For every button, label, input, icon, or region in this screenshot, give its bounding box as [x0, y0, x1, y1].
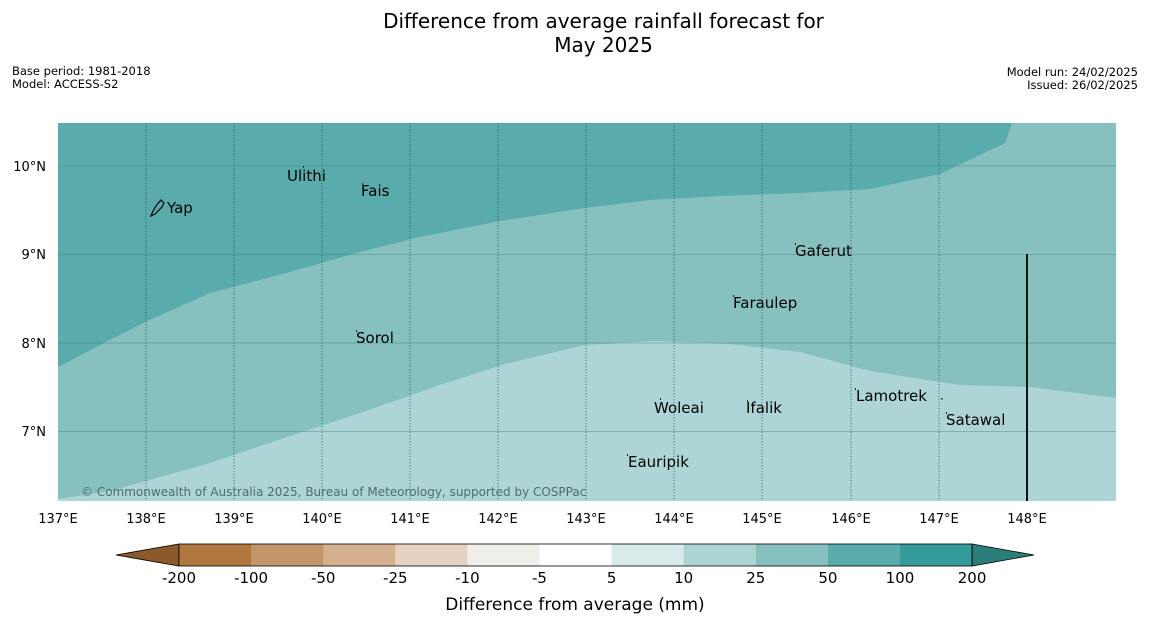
colorbar-tick-label: 100 — [886, 569, 915, 587]
base-period: Base period: 1981-2018 — [12, 64, 151, 78]
lat-label: 8°N — [22, 337, 47, 352]
place-label-lamotrek: Lamotrek — [856, 387, 927, 405]
colorbar-swatch — [611, 544, 685, 566]
colorbar-tick-label: 5 — [607, 569, 617, 587]
place-labels: Ulithi Fais Yap Gaferut Faraulep Sorol L… — [166, 167, 1005, 471]
model-run: Model run: 24/02/2025 — [1006, 65, 1138, 79]
lon-label: 140°E — [302, 512, 342, 527]
colorbar-tick-label: 200 — [958, 569, 987, 587]
lon-label: 141°E — [390, 512, 430, 527]
region-25-50 — [58, 341, 1116, 501]
colorbar-ticks: -200 -100 -50 -25 -10 -5 5 10 25 50 100 200 — [162, 569, 986, 587]
yap-island-icon — [149, 199, 165, 218]
colorbar-swatch — [179, 544, 252, 566]
colorbar-tick-label: 10 — [674, 569, 693, 587]
model-name: Model: ACCESS-S2 — [12, 77, 119, 91]
colorbar-swatch — [467, 544, 540, 566]
colorbar-tick-label: -10 — [455, 569, 480, 587]
place-label-woleai: Woleai — [654, 399, 704, 417]
place-label-faraulep: Faraulep — [733, 294, 797, 312]
colorbar-tick-label: -200 — [162, 569, 196, 587]
lon-label: 146°E — [831, 512, 871, 527]
colorbar-extend-low — [115, 543, 180, 567]
place-label-satawal: Satawal — [946, 411, 1005, 429]
colorbar-swatch — [755, 544, 829, 566]
map-panel: Ulithi Fais Yap Gaferut Faraulep Sorol L… — [58, 123, 1116, 501]
colorbar-swatch — [683, 544, 757, 566]
lon-label: 137°E — [38, 512, 78, 527]
colorbar-outline — [178, 543, 973, 567]
map-title: Difference from average rainfall forecas… — [0, 9, 1150, 57]
lat-label: 10°N — [13, 160, 46, 175]
colorbar-tick-label: -100 — [234, 569, 268, 587]
lon-label: 144°E — [654, 512, 694, 527]
lon-axis-labels: 137°E 138°E 139°E 140°E 141°E 142°E 143°… — [38, 512, 1047, 527]
run-info: Model run: 24/02/2025 Issued: 26/02/2025 — [1007, 66, 1138, 92]
colorbar-tick-label: -25 — [383, 569, 408, 587]
model-info: Base period: 1981-2018 Model: ACCESS-S2 — [12, 65, 151, 91]
colorbar-label: Difference from average (mm) — [445, 595, 704, 615]
lon-label: 142°E — [478, 512, 518, 527]
place-label-fais: Fais — [361, 182, 390, 200]
lon-label: 139°E — [214, 512, 254, 527]
lat-label: 9°N — [22, 248, 47, 263]
lon-gridlines — [145, 123, 940, 501]
colorbar: -200 -100 -50 -25 -10 -5 5 10 25 50 100 200 Differe… — [115, 543, 1035, 615]
colorbar-swatch — [395, 544, 468, 566]
title-line-2: May 2025 — [554, 33, 653, 57]
lon-label: 145°E — [742, 512, 782, 527]
place-label-sorol: Sorol — [356, 329, 394, 347]
issued-date: Issued: 26/02/2025 — [1027, 78, 1138, 92]
place-label-eauripik: Eauripik — [628, 453, 689, 471]
lon-label: 147°E — [919, 512, 959, 527]
colorbar-tick-label: -5 — [532, 569, 547, 587]
copyright-note: © Commonwealth of Australia 2025, Bureau… — [81, 485, 586, 499]
title-line-1: Difference from average rainfall forecas… — [383, 9, 824, 33]
colorbar-tick-label: 50 — [818, 569, 837, 587]
colorbar-tick-label: 25 — [746, 569, 765, 587]
lon-label: 138°E — [126, 512, 166, 527]
colorbar-tick-label: -50 — [311, 569, 336, 587]
lat-label: 7°N — [22, 425, 47, 440]
colorbar-swatch — [251, 544, 324, 566]
place-label-gaferut: Gaferut — [795, 242, 852, 260]
colorbar-swatch — [900, 544, 973, 566]
colorbar-swatch — [323, 544, 396, 566]
lat-axis-labels: 10°N 9°N 8°N 7°N — [13, 160, 46, 440]
lon-label: 143°E — [566, 512, 606, 527]
lon-label: 148°E — [1007, 512, 1047, 527]
colorbar-swatch — [827, 544, 901, 566]
atoll-markers — [303, 166, 947, 456]
place-label-yap: Yap — [166, 199, 193, 217]
place-label-ulithi: Ulithi — [287, 167, 326, 185]
colorbar-extend-high — [971, 543, 1035, 567]
colorbar-swatches — [115, 543, 1035, 567]
place-label-ifalik: Ifalik — [746, 399, 782, 417]
colorbar-swatch — [539, 544, 612, 566]
